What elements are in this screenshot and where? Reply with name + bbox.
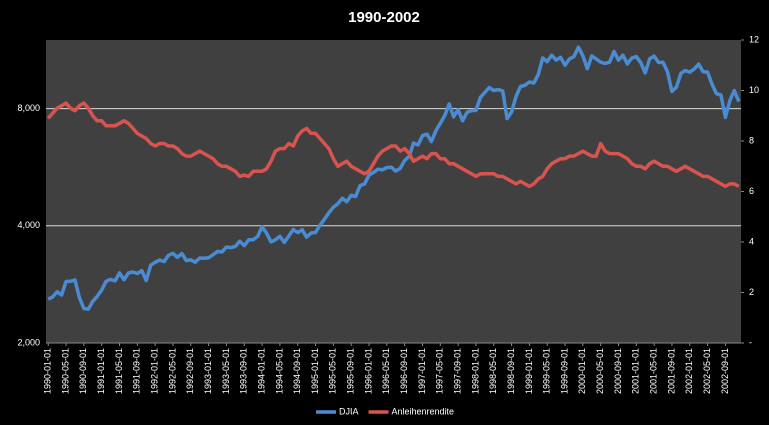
x-tick-label: 1990-01-01 (43, 348, 53, 394)
y2-tick-label: 4 (749, 236, 754, 246)
x-tick-label: 1996-09-01 (399, 348, 409, 394)
x-tick-label: 1992-09-01 (185, 348, 195, 394)
x-tick-label: 1997-05-01 (435, 348, 445, 394)
x-tick-label: 2002-09-01 (720, 348, 730, 394)
x-tick-label: 2001-05-01 (649, 348, 659, 394)
x-tick-label: 1991-09-01 (132, 348, 142, 394)
x-tick-label: 1997-09-01 (452, 348, 462, 394)
x-tick-label: 1999-01-01 (524, 348, 534, 394)
x-tick-label: 1997-01-01 (417, 348, 427, 394)
x-tick-label: 1998-01-01 (470, 348, 480, 394)
y2-tick-label: 12 (749, 34, 759, 44)
x-tick-label: 1998-09-01 (506, 348, 516, 394)
x-tick-label: 1996-01-01 (363, 348, 373, 394)
x-tick-label: 1990-09-01 (78, 348, 88, 394)
legend-label: Anleihenrendite (392, 406, 455, 416)
x-tick-label: 2000-01-01 (577, 348, 587, 394)
y-tick-label: 2,000 (17, 337, 40, 347)
x-tick-label: 1995-09-01 (346, 348, 356, 394)
y2-tick-label: 8 (749, 135, 754, 145)
legend-label: DJIA (339, 406, 359, 416)
x-tick-label: 2002-05-01 (702, 348, 712, 394)
x-tick-label: 2000-09-01 (613, 348, 623, 394)
x-tick-label: 2002-01-01 (684, 348, 694, 394)
x-tick-label: 2000-05-01 (595, 348, 605, 394)
x-tick-label: 1991-05-01 (114, 348, 124, 394)
series-line (46, 101, 740, 189)
x-tick-label: 1994-05-01 (274, 348, 284, 394)
x-tick-label: 1994-09-01 (292, 348, 302, 394)
x-tick-label: 1999-05-01 (542, 348, 552, 394)
chart-title: 1990-2002 (348, 9, 420, 26)
x-tick-label: 2001-01-01 (631, 348, 641, 394)
x-tick-label: 1993-09-01 (239, 348, 249, 394)
y-tick-label: 8,000 (17, 103, 40, 113)
x-tick-label: 1995-05-01 (328, 348, 338, 394)
y-tick-label: 4,000 (17, 220, 40, 230)
x-tick-label: 1991-01-01 (96, 348, 106, 394)
x-tick-label: 1993-01-01 (203, 348, 213, 394)
x-tick-label: 1996-05-01 (381, 348, 391, 394)
x-tick-label: 1999-09-01 (559, 348, 569, 394)
y2-tick-label: 10 (749, 85, 759, 95)
x-tick-label: 1994-01-01 (256, 348, 266, 394)
x-tick-label: 1993-05-01 (221, 348, 231, 394)
x-tick-label: 1998-05-01 (488, 348, 498, 394)
x-tick-label: 2001-09-01 (666, 348, 676, 394)
x-tick-label: 1992-05-01 (167, 348, 177, 394)
y2-tick-label: - (749, 337, 752, 347)
series-line (47, 45, 741, 311)
x-tick-label: 1992-01-01 (150, 348, 160, 394)
x-tick-label: 1995-01-01 (310, 348, 320, 394)
y2-tick-label: 2 (749, 287, 754, 297)
plot-area (46, 40, 741, 343)
x-tick-label: 1990-05-01 (60, 348, 70, 394)
y2-tick-label: 6 (749, 186, 754, 196)
